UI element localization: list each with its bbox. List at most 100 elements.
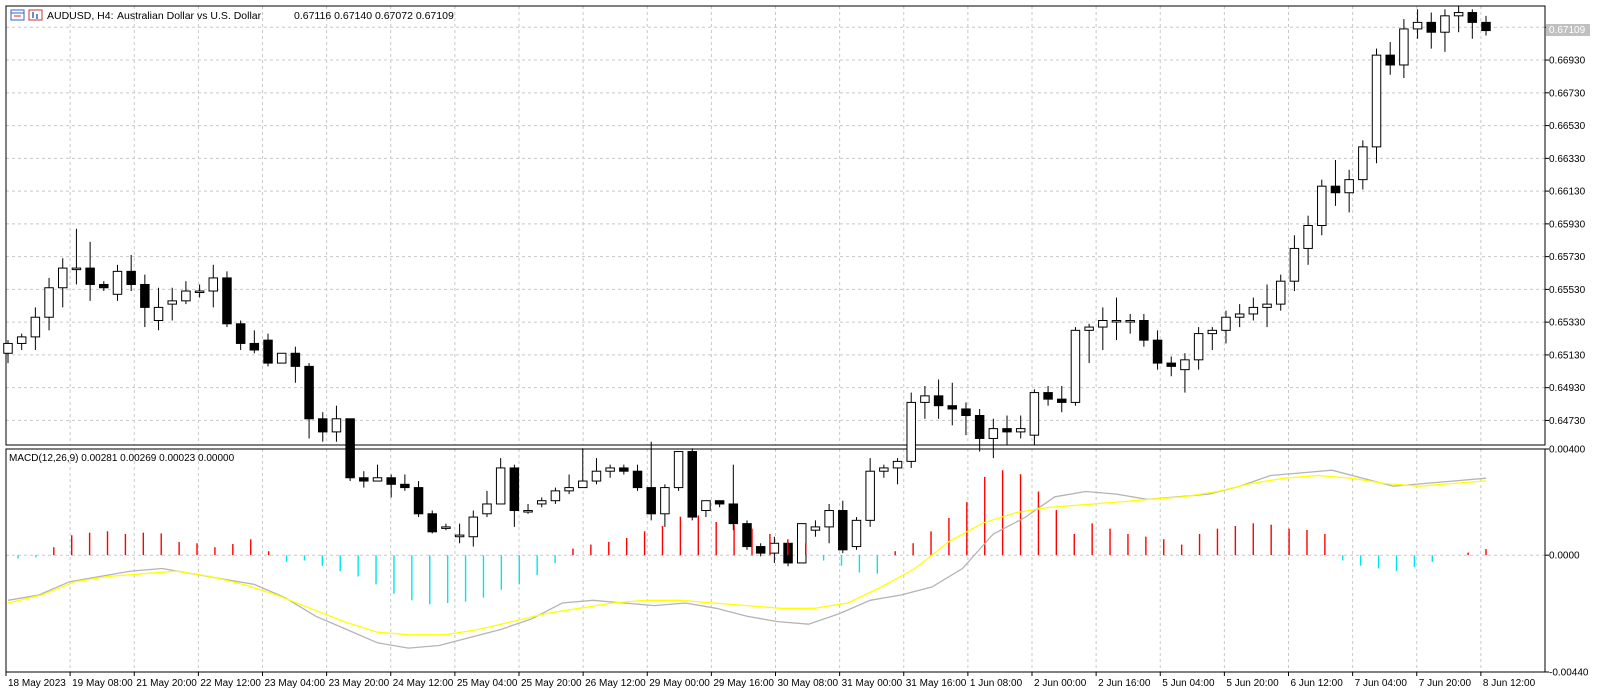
candle-body xyxy=(1426,21,1437,33)
candle xyxy=(660,484,670,527)
price-grid xyxy=(6,6,1545,445)
candle-body xyxy=(851,519,862,548)
chart-window-icon[interactable] xyxy=(10,9,25,21)
candle-body xyxy=(194,290,205,294)
candle xyxy=(1043,386,1053,406)
candle xyxy=(1193,327,1204,370)
candle xyxy=(714,500,725,508)
candle xyxy=(810,520,821,537)
candle xyxy=(1481,15,1491,36)
candle xyxy=(372,464,383,482)
time-label: 23 May 04:00 xyxy=(265,678,326,689)
candle xyxy=(99,281,109,292)
candle xyxy=(345,418,355,482)
candle xyxy=(892,458,903,485)
candle xyxy=(30,307,41,350)
candle xyxy=(920,386,930,419)
candle xyxy=(947,382,958,426)
time-label: 29 May 00:00 xyxy=(649,678,710,689)
chart-header: AUDUSD, H4: Australian Dollar vs U.S. Do… xyxy=(10,9,454,22)
candle-body xyxy=(304,365,314,420)
candle-body xyxy=(57,267,68,289)
candle-body xyxy=(468,516,479,538)
candle xyxy=(359,471,369,488)
candle xyxy=(441,523,451,531)
candle xyxy=(208,264,219,308)
candle-body xyxy=(1412,21,1423,30)
candle-body xyxy=(386,477,396,485)
price-tick-label: 0.64930 xyxy=(1549,383,1586,394)
candle xyxy=(1262,284,1272,328)
time-label: 25 May 20:00 xyxy=(521,678,582,689)
candle-body xyxy=(99,283,109,289)
candle-body xyxy=(1015,428,1026,433)
candle xyxy=(1207,327,1218,350)
candle-body xyxy=(16,336,27,344)
candle xyxy=(865,458,875,527)
candle-body xyxy=(126,270,136,285)
candle-body xyxy=(824,510,834,528)
candle xyxy=(112,264,123,301)
candle-body xyxy=(167,300,177,305)
candle-body xyxy=(345,418,355,479)
candle xyxy=(1234,304,1245,328)
candle-body xyxy=(1440,15,1450,33)
candle-body xyxy=(372,477,383,482)
candle xyxy=(318,412,328,442)
candle xyxy=(509,464,520,527)
candle xyxy=(1289,235,1300,292)
candle-body xyxy=(1180,359,1190,371)
time-label: 18 May 2023 xyxy=(8,678,66,689)
price-tick-label: 0.66330 xyxy=(1549,154,1586,165)
time-label: 24 May 12:00 xyxy=(393,678,454,689)
candle-body xyxy=(1193,333,1204,361)
current-price-label: 0.67109 xyxy=(1549,25,1586,36)
candle-body xyxy=(714,500,725,505)
candle-body xyxy=(879,467,889,472)
candle xyxy=(1303,215,1313,265)
candle-body xyxy=(331,418,342,433)
candle xyxy=(728,464,739,531)
time-label: 19 May 08:00 xyxy=(72,678,133,689)
time-label: 25 May 04:00 xyxy=(457,678,518,689)
candle xyxy=(1180,353,1190,393)
candle xyxy=(1221,310,1231,344)
candle-body xyxy=(276,352,287,364)
candle xyxy=(879,464,889,478)
candle-body xyxy=(810,526,821,531)
candle xyxy=(974,408,985,452)
candle-body xyxy=(454,534,465,538)
price-tick-label: 0.65130 xyxy=(1549,350,1586,361)
candle-body xyxy=(933,395,944,407)
candle-body xyxy=(359,477,369,482)
time-label: 31 May 00:00 xyxy=(842,678,903,689)
candle-body xyxy=(1317,185,1327,227)
candle xyxy=(701,500,711,518)
candle-body xyxy=(1098,320,1108,328)
price-tick-label: 0.66930 xyxy=(1549,56,1586,67)
time-label: 30 May 08:00 xyxy=(778,678,839,689)
candle-body xyxy=(742,523,752,548)
candle xyxy=(550,487,561,504)
candle-body xyxy=(536,500,547,505)
candle-body xyxy=(988,428,999,439)
candle-body xyxy=(1234,313,1245,318)
macd-lines xyxy=(7,469,1487,649)
candle-body xyxy=(1221,316,1231,331)
candle xyxy=(1029,389,1040,445)
candle-body xyxy=(1111,320,1122,323)
chart-description: Australian Dollar vs U.S. Dollar xyxy=(117,10,262,22)
candle-body xyxy=(701,500,711,512)
candle-body xyxy=(591,470,602,482)
candle-body xyxy=(509,467,520,512)
chart-symbol: AUDUSD, H4: xyxy=(47,10,114,22)
candle xyxy=(961,402,971,436)
candle-body xyxy=(1289,247,1300,282)
candle xyxy=(1015,415,1026,439)
macd-histogram xyxy=(17,470,1487,605)
candle-body xyxy=(550,490,561,502)
chart-bars-icon[interactable] xyxy=(28,9,43,21)
candle xyxy=(687,448,698,521)
